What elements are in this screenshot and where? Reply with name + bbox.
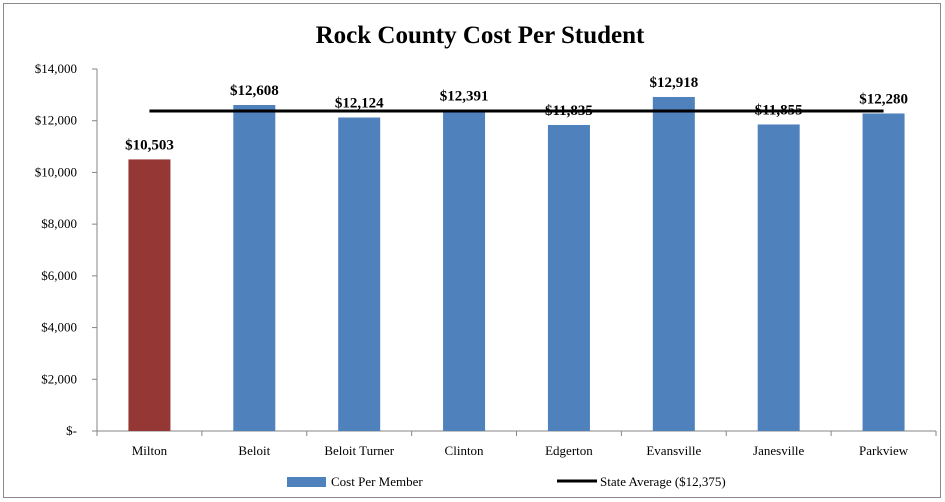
legend-swatch-cost-per-member bbox=[287, 477, 326, 487]
chart-frame: Rock County Cost Per Student $- $2,000 $4,… bbox=[3, 3, 941, 498]
x-tick-label: Parkview bbox=[859, 443, 909, 458]
x-tick-label: Janesville bbox=[753, 443, 804, 458]
data-label: $12,608 bbox=[230, 83, 279, 99]
bar bbox=[652, 96, 695, 432]
bar bbox=[443, 110, 486, 432]
x-tick-label: Beloit Turner bbox=[324, 443, 394, 458]
x-tick-label: Milton bbox=[132, 443, 168, 458]
y-tick-label: $10,000 bbox=[35, 164, 77, 179]
data-label: $12,124 bbox=[335, 96, 384, 112]
y-tick-label: $4,000 bbox=[41, 320, 77, 335]
axes: $- $2,000 $4,000 $6,000 $8,000 $10,000 $12,000… bbox=[35, 61, 937, 458]
data-label: $10,503 bbox=[125, 137, 174, 153]
bar bbox=[338, 117, 381, 432]
legend-label-cost-per-member: Cost Per Member bbox=[331, 474, 423, 489]
y-tick-label: $8,000 bbox=[41, 216, 77, 231]
legend-label-state-average: State Average ($12,375) bbox=[600, 474, 726, 489]
bar bbox=[757, 124, 800, 432]
data-label: $12,280 bbox=[859, 91, 908, 107]
bar bbox=[128, 159, 171, 431]
x-tick-label: Clinton bbox=[445, 443, 485, 458]
y-tick-label: $14,000 bbox=[35, 61, 77, 76]
chart-title: Rock County Cost Per Student bbox=[316, 22, 645, 49]
chart-svg: Rock County Cost Per Student $- $2,000 $4,… bbox=[35, 22, 937, 489]
legend: Cost Per Member State Average ($12,375) bbox=[287, 474, 726, 489]
y-tick-label: $12,000 bbox=[35, 113, 77, 128]
x-tick-label: Edgerton bbox=[545, 443, 593, 458]
bar bbox=[547, 124, 590, 431]
x-tick-label: Evansville bbox=[646, 443, 701, 458]
y-tick-label: $6,000 bbox=[41, 268, 77, 283]
y-tick-label: $2,000 bbox=[41, 371, 77, 386]
y-tick-label: $- bbox=[66, 423, 77, 438]
data-label: $12,391 bbox=[440, 89, 489, 105]
bars: $10,503$12,608$12,124 $12,391$11,835$12,9… bbox=[125, 75, 908, 432]
x-tick-label: Beloit bbox=[238, 443, 270, 458]
bar bbox=[233, 104, 276, 432]
data-label: $12,918 bbox=[649, 75, 698, 91]
bar bbox=[862, 113, 905, 431]
